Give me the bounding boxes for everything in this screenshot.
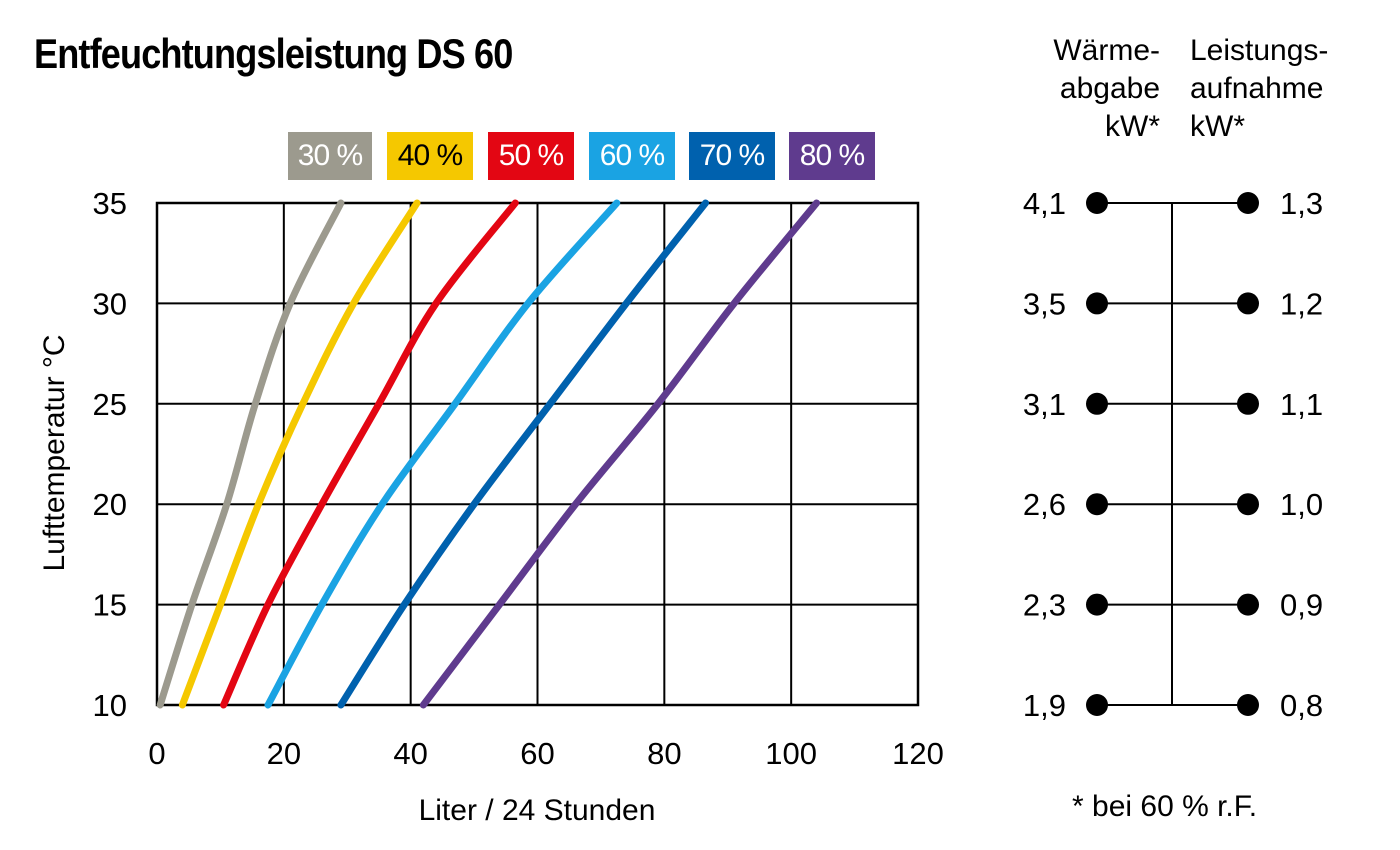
- x-tick-label: 100: [765, 736, 817, 771]
- heat-dot: [1086, 694, 1108, 716]
- series-line-4: [264, 199, 621, 709]
- series-line-5: [337, 199, 710, 709]
- legend-item-5: 70 %: [689, 132, 775, 180]
- power-dot: [1237, 593, 1259, 616]
- heat-dot: [1086, 493, 1108, 516]
- x-tick-label: 60: [520, 736, 554, 771]
- power-value: 0,9: [1280, 588, 1323, 623]
- series-line-3: [220, 199, 519, 709]
- power-dot: [1237, 192, 1259, 214]
- series-line-1: [156, 199, 345, 709]
- heat-value: 2,3: [1023, 588, 1066, 623]
- x-tick-label: 40: [393, 736, 427, 771]
- legend-item-4: 60 %: [589, 132, 675, 180]
- legend-item-6: 80 %: [789, 132, 875, 180]
- x-tick-label: 0: [148, 736, 165, 771]
- power-value: 1,3: [1280, 186, 1323, 221]
- y-tick-label: 30: [93, 286, 127, 321]
- x-tick-label: 20: [267, 736, 301, 771]
- y-tick-label: 10: [93, 688, 127, 723]
- y-tick-label: 25: [93, 387, 127, 422]
- power-dot: [1237, 493, 1259, 516]
- x-tick-label: 80: [647, 736, 681, 771]
- series-line-6: [419, 199, 821, 709]
- heat-dot: [1086, 593, 1108, 616]
- power-dot: [1237, 392, 1259, 415]
- power-value: 1,1: [1280, 387, 1323, 422]
- y-tick-label: 35: [93, 186, 127, 221]
- heat-dot: [1086, 392, 1108, 415]
- power-value: 1,2: [1280, 286, 1323, 321]
- x-tick-label: 120: [892, 736, 944, 771]
- heat-output-header: Wärme- abgabe kW*: [1053, 34, 1160, 143]
- heat-value: 3,1: [1023, 387, 1066, 422]
- footnote: * bei 60 % r.F.: [1072, 790, 1258, 823]
- chart-title: Entfeuchtungsleistung DS 60: [34, 30, 513, 77]
- power-value: 1,0: [1280, 487, 1323, 522]
- heat-value: 2,6: [1023, 487, 1066, 522]
- heat-value: 3,5: [1023, 286, 1066, 321]
- power-dot: [1237, 292, 1259, 315]
- y-tick-label: 15: [93, 588, 127, 623]
- y-tick-label: 20: [93, 487, 127, 522]
- heat-dot: [1086, 192, 1108, 214]
- x-axis-title: Liter / 24 Stunden: [419, 794, 656, 827]
- power-value: 0,8: [1280, 688, 1323, 723]
- legend-item-2: 40 %: [387, 132, 473, 180]
- plot-frame: [155, 201, 920, 707]
- power-dot: [1237, 694, 1259, 716]
- heat-value: 1,9: [1023, 688, 1066, 723]
- heat-dot: [1086, 292, 1108, 315]
- power-input-header: Leistungs- aufnahme kW*: [1190, 34, 1329, 143]
- legend-item-3: 50 %: [488, 132, 574, 180]
- heat-value: 4,1: [1023, 186, 1066, 221]
- series-line-2: [178, 199, 421, 709]
- legend-item-1: 30 %: [288, 132, 372, 180]
- y-axis-title: Lufttemperatur °C: [38, 334, 71, 571]
